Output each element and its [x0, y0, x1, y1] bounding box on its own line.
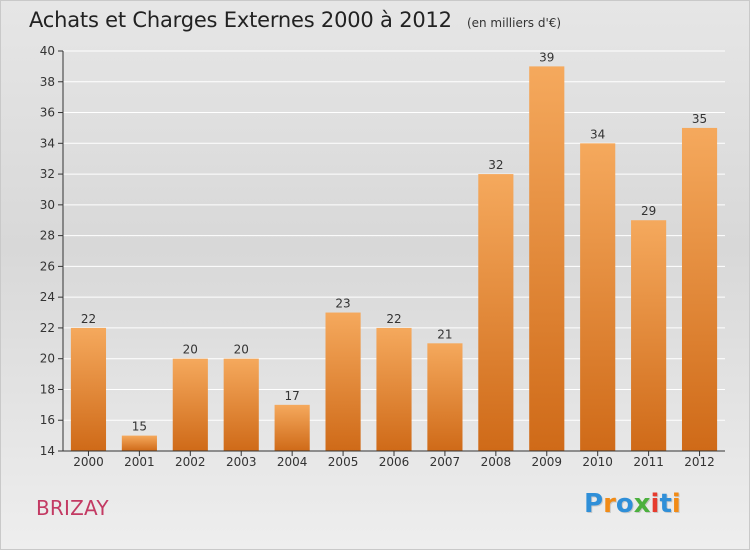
- bar: [427, 343, 463, 451]
- logo-letter: o: [615, 489, 634, 519]
- bar-value-label: 29: [641, 204, 656, 218]
- y-tick-label: 18: [40, 382, 55, 396]
- x-tick-label: 2001: [124, 455, 155, 469]
- y-tick-label: 34: [40, 136, 55, 150]
- bar: [274, 404, 310, 451]
- chart-unit-text: (en milliers d'€): [466, 16, 562, 30]
- bar: [121, 435, 157, 451]
- x-tick-label: 2010: [582, 455, 613, 469]
- y-tick-label: 40: [40, 44, 55, 58]
- y-tick-label: 24: [40, 290, 55, 304]
- y-tick-label: 16: [40, 413, 55, 427]
- logo-letter: x: [633, 489, 651, 519]
- x-tick-label: 2011: [633, 455, 664, 469]
- y-tick-label: 22: [40, 321, 55, 335]
- logo-letter: i: [650, 489, 660, 519]
- x-tick-label: 2006: [379, 455, 410, 469]
- bar-value-label: 15: [132, 420, 147, 434]
- commune-name: BRIZAY: [36, 496, 109, 520]
- y-tick-label: 28: [40, 229, 55, 243]
- bar-value-label: 34: [590, 127, 605, 141]
- proxiti-logo: Proxiti: [584, 489, 681, 519]
- bar-value-label: 20: [234, 343, 249, 357]
- y-tick-label: 14: [40, 444, 55, 458]
- y-tick-label: 32: [40, 167, 55, 181]
- bar: [325, 312, 361, 451]
- bar-value-label: 17: [285, 389, 300, 403]
- y-tick-label: 38: [40, 75, 55, 89]
- bar: [529, 66, 565, 451]
- x-tick-label: 2009: [531, 455, 562, 469]
- x-tick-label: 2002: [175, 455, 206, 469]
- bar: [172, 358, 208, 451]
- x-tick-label: 2012: [684, 455, 715, 469]
- x-tick-label: 2000: [73, 455, 104, 469]
- chart-title-text: Achats et Charges Externes 2000 à 2012: [29, 8, 452, 32]
- y-tick-label: 20: [40, 352, 55, 366]
- x-tick-label: 2007: [430, 455, 461, 469]
- bar: [223, 358, 259, 451]
- bar: [376, 327, 412, 451]
- logo-letter: P: [584, 489, 604, 519]
- logo-letter: t: [659, 489, 672, 519]
- bar: [631, 220, 667, 451]
- y-tick-label: 36: [40, 106, 55, 120]
- y-tick-label: 30: [40, 198, 55, 212]
- logo-letter: r: [603, 489, 616, 519]
- y-tick-label: 26: [40, 259, 55, 273]
- x-tick-label: 2008: [481, 455, 512, 469]
- bar: [478, 174, 514, 452]
- bar: [580, 143, 616, 452]
- bar: [70, 327, 107, 451]
- bar-value-label: 20: [183, 343, 198, 357]
- bar-value-label: 39: [539, 50, 554, 64]
- x-tick-label: 2004: [277, 455, 308, 469]
- bar-value-label: 23: [335, 297, 350, 311]
- logo-letter: i: [671, 489, 681, 519]
- bar: [681, 127, 718, 451]
- bar-value-label: 21: [437, 327, 452, 341]
- x-tick-label: 2005: [328, 455, 359, 469]
- bar-value-label: 35: [692, 112, 707, 126]
- chart-title: Achats et Charges Externes 2000 à 2012 (…: [29, 8, 561, 32]
- bar-value-label: 22: [386, 312, 401, 326]
- x-tick-label: 2003: [226, 455, 257, 469]
- bar-value-label: 32: [488, 158, 503, 172]
- bar-value-label: 22: [81, 312, 96, 326]
